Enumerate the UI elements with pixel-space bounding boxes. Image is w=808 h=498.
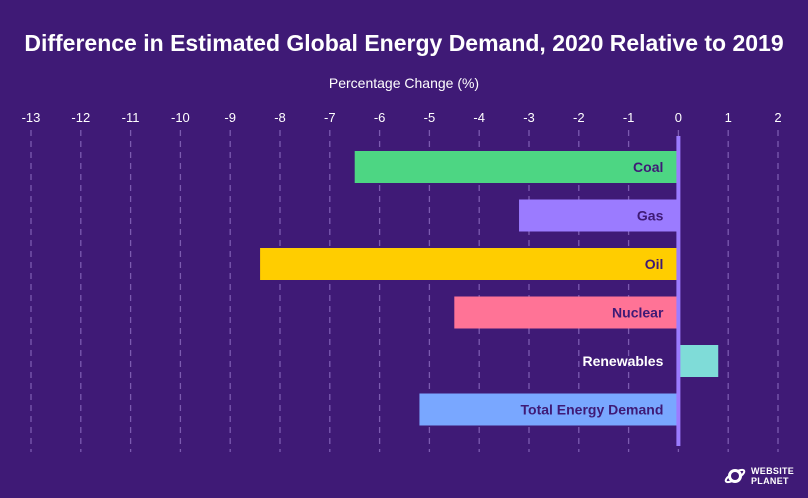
x-axis-label: Percentage Change (%) <box>328 75 480 91</box>
bars <box>260 151 719 426</box>
x-tick-label: -4 <box>473 110 485 125</box>
x-tick-label: -8 <box>274 110 286 125</box>
x-tick-label: -2 <box>573 110 585 125</box>
x-tick-label: -13 <box>22 110 41 125</box>
x-tick-label: -10 <box>171 110 190 125</box>
bar-label: Gas <box>637 208 664 224</box>
bar-oil <box>260 248 679 280</box>
logo-text: WEBSITE PLANET <box>751 466 795 486</box>
bar-coal <box>354 151 679 183</box>
bar-label: Total Energy Demand <box>521 402 664 418</box>
x-tick-label: -12 <box>71 110 90 125</box>
bar-total-energy-demand <box>419 393 679 426</box>
x-tick-label: -7 <box>324 110 336 125</box>
chart-title: Difference in Estimated Global Energy De… <box>24 30 784 56</box>
bar-label: Nuclear <box>612 305 664 321</box>
website-planet-logo: WEBSITE PLANET <box>724 460 804 492</box>
bar-label: Oil <box>645 256 664 272</box>
x-tick-label: 1 <box>725 110 732 125</box>
bar-renewables <box>678 345 719 377</box>
x-tick-labels: -13 -12 -11 -10 -9 -8 -7 -6 -5 -4 -3 -2 -1 0 1 2 <box>22 110 782 125</box>
x-tick-label: -9 <box>224 110 236 125</box>
x-tick-label: 2 <box>774 110 781 125</box>
x-tick-label: -1 <box>623 110 635 125</box>
bar-gas <box>519 199 679 232</box>
bar-labels: Coal Gas Oil Nuclear Renewables Total Energy … <box>521 159 664 418</box>
x-tick-label: 0 <box>675 110 682 125</box>
x-tick-label: -6 <box>374 110 386 125</box>
planet-icon <box>724 468 746 484</box>
bar-label: Coal <box>633 159 663 175</box>
x-tick-label: -5 <box>424 110 436 125</box>
bar-nuclear <box>454 296 679 329</box>
x-tick-label: -3 <box>523 110 535 125</box>
x-tick-label: -11 <box>122 110 140 125</box>
bar-label: Renewables <box>582 353 663 369</box>
